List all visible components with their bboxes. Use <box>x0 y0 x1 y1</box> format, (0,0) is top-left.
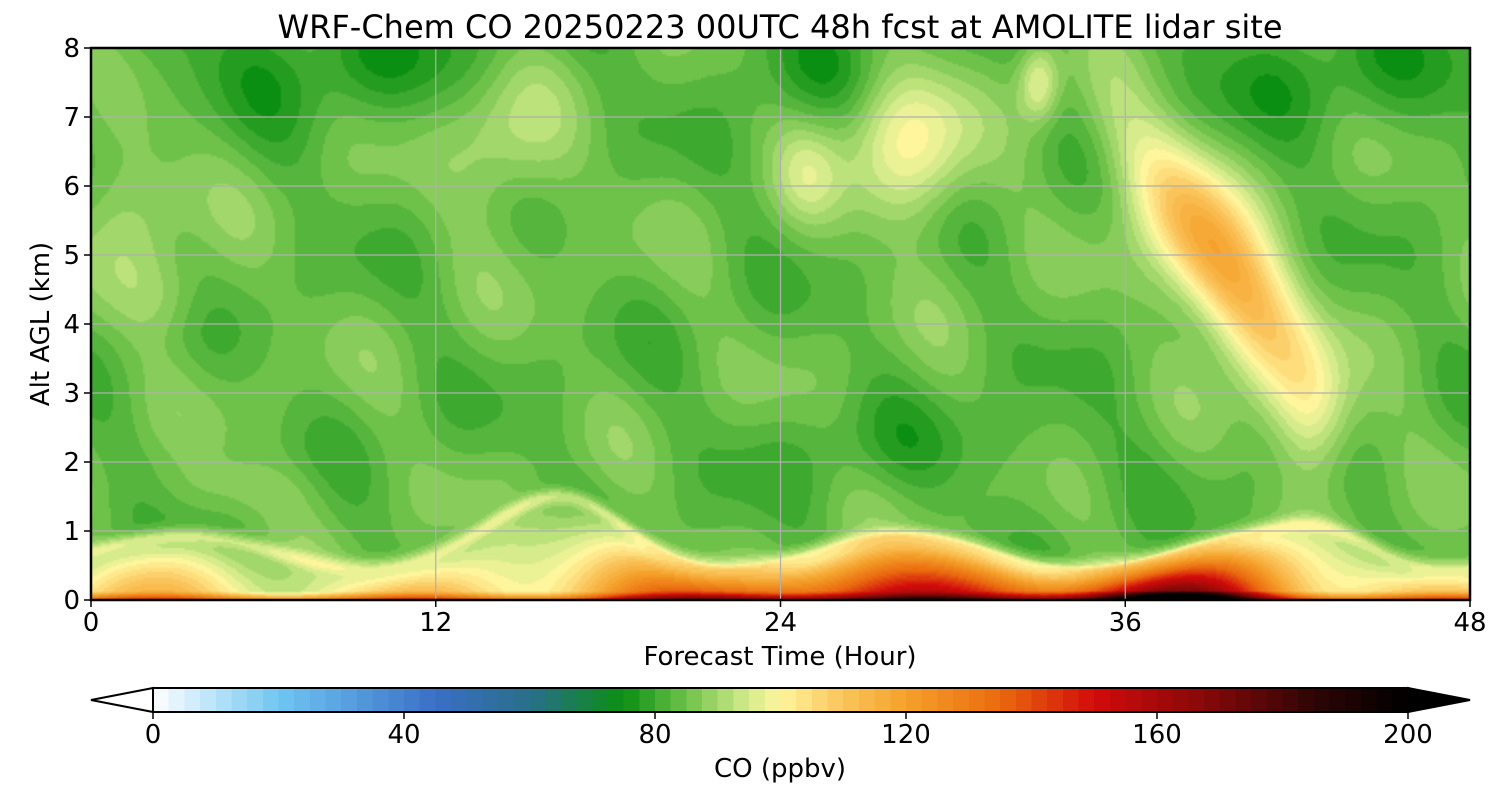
colorbar-ticks: 0 40 80 120 160 200 <box>145 712 1433 750</box>
colorbar-tick-label: 0 <box>145 720 162 750</box>
x-tick-label: 0 <box>83 608 100 638</box>
x-axis-label: Forecast Time (Hour) <box>643 642 916 672</box>
y-tick-label: 1 <box>63 517 80 547</box>
y-tick-label: 8 <box>63 34 80 64</box>
colorbar-extend-high <box>1407 686 1471 714</box>
colorbar-tick-label: 200 <box>1383 720 1433 750</box>
colorbar-extend-low <box>90 686 154 714</box>
y-tick-label: 5 <box>63 241 80 271</box>
chart-title: WRF-Chem CO 20250223 00UTC 48h fcst at A… <box>277 8 1282 46</box>
colorbar-label: CO (ppbv) <box>714 754 846 784</box>
colorbar-tick-label: 40 <box>387 720 420 750</box>
colorbar-tick-label: 80 <box>638 720 671 750</box>
colorbar-tick-label: 120 <box>881 720 931 750</box>
y-tick-label: 4 <box>63 310 80 340</box>
x-tick-label: 36 <box>1109 608 1142 638</box>
colorbar: 0 40 80 120 160 200 CO (ppbv) <box>90 686 1471 784</box>
colorbar-frame <box>152 687 1409 713</box>
y-tick-label: 3 <box>63 379 80 409</box>
colorbar-gradient <box>153 688 1408 712</box>
y-tick-label: 2 <box>63 448 80 478</box>
y-axis-label: Alt AGL (km) <box>26 242 56 406</box>
x-tick-label: 24 <box>764 608 797 638</box>
y-tick-label: 6 <box>63 172 80 202</box>
y-axis-ticks: 0 1 2 3 4 5 6 7 8 <box>63 34 91 616</box>
x-tick-label: 48 <box>1453 608 1486 638</box>
grid-lines <box>91 48 1470 600</box>
y-tick-label: 0 <box>63 586 80 616</box>
x-tick-label: 12 <box>419 608 452 638</box>
y-tick-label: 7 <box>63 103 80 133</box>
x-axis-ticks: 0 12 24 36 48 <box>83 600 1487 638</box>
colorbar-tick-label: 160 <box>1132 720 1182 750</box>
